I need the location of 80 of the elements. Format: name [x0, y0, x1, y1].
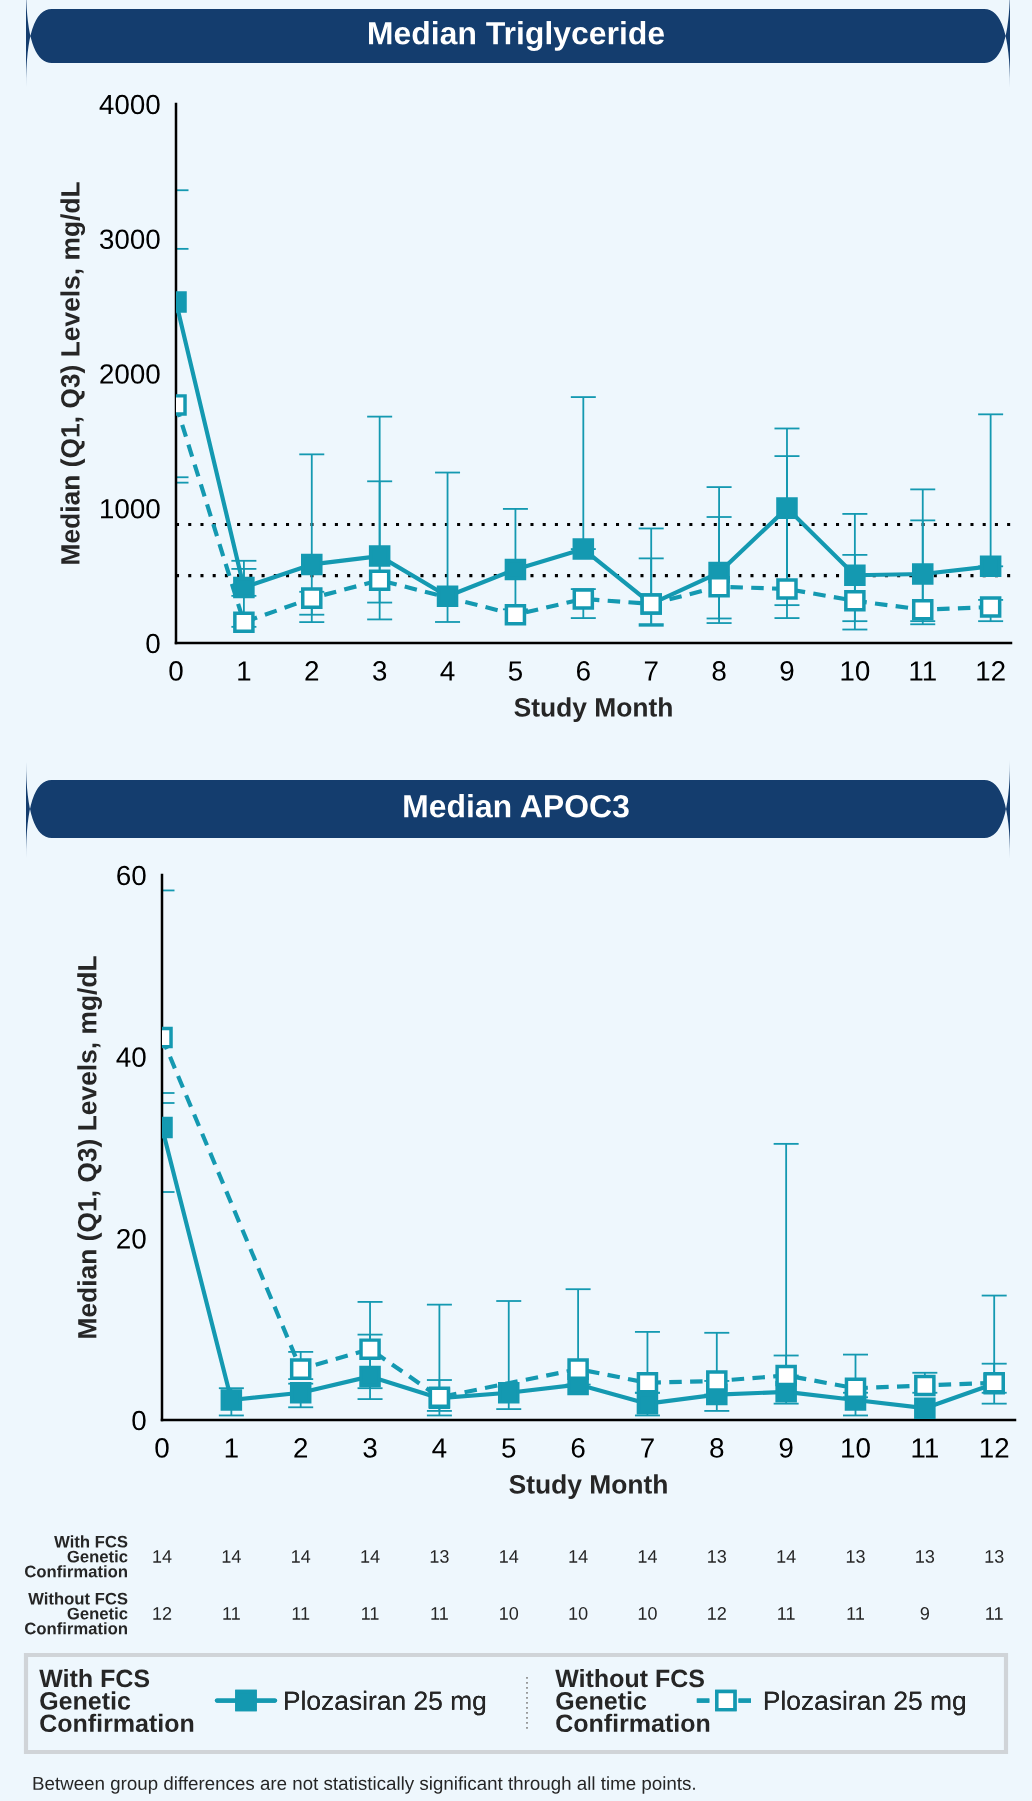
point — [775, 1364, 797, 1387]
y-tick-label: 2000 — [100, 364, 160, 384]
x-tick-label: 5 — [508, 661, 522, 681]
x-axis-title: Study Month — [509, 1474, 667, 1499]
text: 14 14 14 14 13 14 14 14 13 14 13 13 13 — [153, 1550, 1004, 1563]
chart-title: Median Triglyceride — [369, 21, 665, 51]
legend-label: Plozasiran 25 mg — [285, 1690, 486, 1716]
x-tick-label: 3 — [363, 1438, 377, 1458]
point — [368, 569, 391, 591]
point — [706, 1370, 728, 1392]
x-tick-label: 8 — [712, 661, 726, 681]
point — [911, 563, 934, 585]
point — [504, 558, 527, 581]
x-tick-label: 12 — [980, 1438, 1009, 1458]
x-tick-label: 12 — [977, 661, 1005, 681]
x-tick-label: 8 — [710, 1438, 724, 1458]
point — [636, 1371, 659, 1394]
y-tick-label: 3000 — [99, 229, 160, 250]
x-tick-label: 11 — [910, 661, 936, 681]
point — [368, 545, 391, 567]
point — [497, 1381, 520, 1404]
point — [776, 497, 798, 519]
y-tick-label: 1000 — [101, 498, 160, 519]
point — [436, 585, 459, 608]
point — [233, 611, 255, 634]
x-tick-label: 6 — [577, 661, 590, 681]
x-tick-label: 1 — [225, 1438, 238, 1458]
text: Without FCS Genetic Confirmation — [555, 1668, 710, 1733]
x-tick-label: 2 — [305, 661, 319, 681]
y-tick-label: 4000 — [99, 94, 160, 115]
point — [289, 1381, 312, 1404]
x-axis-title: Study Month — [514, 697, 672, 722]
y-axis-title: Median (Q1, Q3) Levels, mg/dL — [77, 956, 102, 1338]
text: Without FCS Genetic Confirmation — [24, 1592, 128, 1635]
point — [233, 576, 255, 599]
y-tick-label: 0 — [146, 633, 160, 654]
point — [979, 555, 1002, 578]
y-tick-label: 20 — [117, 1229, 146, 1249]
point — [708, 575, 730, 598]
x-tick-label: 7 — [641, 1438, 654, 1458]
point — [504, 603, 527, 626]
point — [844, 590, 866, 612]
point — [359, 1365, 381, 1388]
point — [301, 553, 323, 576]
point — [776, 578, 798, 600]
x-tick-label: 9 — [780, 661, 794, 681]
chart-title: Median APOC3 — [404, 794, 629, 818]
point — [844, 564, 866, 586]
y-tick-label: 40 — [116, 1047, 146, 1068]
point — [844, 1377, 867, 1399]
point — [359, 1338, 381, 1360]
y-tick-label: 60 — [117, 865, 146, 886]
point — [572, 588, 595, 610]
x-tick-label: 10 — [841, 661, 870, 681]
text: With FCS Genetic Confirmation — [24, 1535, 128, 1578]
x-tick-label: 6 — [571, 1438, 585, 1458]
y-axis-title: Median (Q1, Q3) Levels, mg/dL — [60, 182, 86, 564]
x-tick-label: 11 — [912, 1438, 938, 1458]
x-tick-label: 9 — [779, 1438, 793, 1458]
point — [220, 1389, 243, 1411]
y-tick-label: 0 — [132, 1410, 146, 1431]
point — [567, 1358, 589, 1380]
point — [289, 1358, 312, 1380]
x-tick-label: 0 — [169, 661, 183, 681]
text: With FCS Genetic Confirmation — [39, 1668, 194, 1733]
x-tick-label: 10 — [842, 1438, 870, 1458]
legend-label: Plozasiran 25 mg — [764, 1690, 965, 1716]
text: 12 11 11 11 11 10 10 10 12 11 11 9 11 — [153, 1607, 1003, 1620]
point — [572, 538, 595, 560]
x-tick-label: 5 — [502, 1438, 516, 1458]
text: Between group differences are not statistically significant through all time points. — [33, 1776, 695, 1794]
point — [914, 1397, 936, 1419]
x-tick-label: 7 — [644, 661, 658, 681]
x-tick-label: 4 — [432, 1438, 447, 1458]
x-tick-label: 1 — [238, 661, 251, 681]
x-tick-label: 4 — [440, 661, 455, 681]
x-tick-label: 3 — [372, 661, 387, 681]
point — [979, 596, 1002, 618]
point — [301, 587, 323, 609]
x-tick-label: 2 — [294, 1438, 308, 1458]
